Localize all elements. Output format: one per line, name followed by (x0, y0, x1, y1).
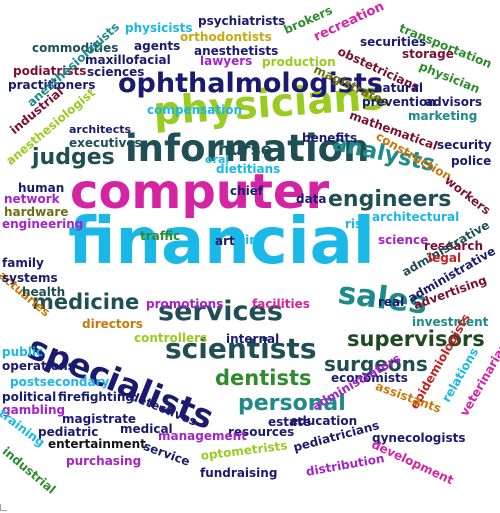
cloud-word: hardware (4, 205, 69, 219)
cloud-word: psychiatrists (198, 14, 286, 28)
cloud-word: nurse (218, 140, 273, 160)
cloud-word: lawyers (200, 54, 253, 68)
cloud-word: orthodontists (180, 30, 272, 44)
cloud-word: controllers (134, 331, 208, 345)
cloud-word: architectural (372, 210, 460, 224)
cloud-word: health (22, 285, 66, 299)
cloud-word: personal (238, 391, 346, 416)
cloud-word: ophthalmologists (118, 68, 383, 99)
cloud-word: engineering (2, 217, 84, 231)
cloud-word: maxillofacial (85, 53, 171, 67)
cloud-word: pediatric (38, 425, 99, 439)
cloud-word: production (262, 55, 336, 69)
cloud-word: science (378, 233, 429, 247)
cloud-word: physicists (125, 21, 193, 35)
cloud-word: air (237, 233, 256, 247)
cloud-word: marketing (408, 109, 478, 123)
cloud-word: prevention (362, 95, 436, 109)
cloud-word: public (2, 345, 44, 359)
cloud-word: operations (2, 359, 75, 373)
cloud-word: compensation (147, 103, 243, 117)
cloud-word: real (378, 295, 405, 309)
cloud-word: commodities (32, 41, 119, 55)
cloud-word: gambling (2, 403, 66, 417)
cloud-word: systems (2, 271, 58, 285)
cloud-word: risk (345, 217, 371, 231)
cloud-word: financial (68, 205, 375, 279)
cloud-word: advisors (425, 95, 483, 109)
cloud-word: resources (228, 425, 295, 439)
cloud-word: data (296, 192, 327, 206)
cloud-word: medical (120, 422, 173, 436)
cloud-word: computer (70, 164, 330, 220)
cloud-word: executives (69, 136, 142, 150)
cloud-word: supervisors (347, 327, 485, 351)
cloud-word: practitioners (8, 78, 96, 92)
cloud-word: entertainment (48, 437, 146, 451)
cloud-word: information (125, 127, 370, 170)
cloud-word: gynecologists (372, 431, 466, 445)
cloud-word: security (437, 138, 492, 152)
cloud-word: industrial (0, 444, 59, 497)
cloud-word: facilities (252, 297, 310, 311)
cloud-word: dietitians (216, 162, 281, 176)
cloud-word: purchasing (66, 454, 142, 468)
cloud-word: physician (417, 59, 482, 97)
cloud-word: directors (82, 317, 143, 331)
cloud-word: magistrate (62, 412, 137, 426)
cloud-word: surgeons (324, 352, 428, 376)
cloud-word: legal (428, 251, 462, 265)
cloud-word: judges (32, 145, 115, 170)
cloud-word: art (215, 234, 235, 248)
cloud-word: service (141, 439, 192, 469)
cloud-word: dentists (215, 366, 312, 390)
cloud-word: police (451, 154, 492, 168)
cloud-word: distribution (304, 451, 386, 479)
cloud-word: medicine (32, 290, 140, 314)
cloud-word: storage (402, 47, 454, 61)
cloud-word: sciences (87, 65, 145, 79)
cloud-word: fundraising (200, 466, 278, 480)
cloud-word: scientists (165, 332, 317, 365)
cloud-word: network (4, 192, 60, 206)
cloud-word: promotions (146, 297, 224, 311)
cloud-word: internal (226, 332, 280, 346)
cloud-word: anesthetists (194, 44, 279, 58)
cloud-word: natural (374, 81, 424, 95)
cloud-word: architects (69, 123, 132, 136)
cloud-word: political (2, 390, 57, 404)
cloud-word: podiatrists (13, 64, 87, 78)
cloud-word: firefighting (58, 390, 134, 404)
cloud-word: traffic (140, 229, 181, 243)
cloud-word: education (290, 414, 358, 428)
cloud-word: securities (360, 35, 427, 49)
cloud-word: research (424, 239, 484, 253)
cloud-word: services (158, 296, 283, 327)
cloud-word: agents (134, 39, 181, 53)
cloud-word: chief (230, 184, 264, 198)
cloud-word: postsecondary (10, 375, 110, 389)
cloud-word: engineers (328, 187, 452, 212)
cloud-word: management (158, 429, 247, 443)
cloud-word: benefits (302, 131, 358, 145)
cloud-word: family (2, 256, 44, 270)
cloud-word: investment (412, 315, 489, 329)
cloud-word: estate (268, 415, 311, 429)
corner-mark (0, 504, 7, 511)
cloud-word: human (18, 181, 65, 195)
cloud-word: oral (205, 153, 230, 166)
cloud-word: economists (331, 371, 408, 385)
